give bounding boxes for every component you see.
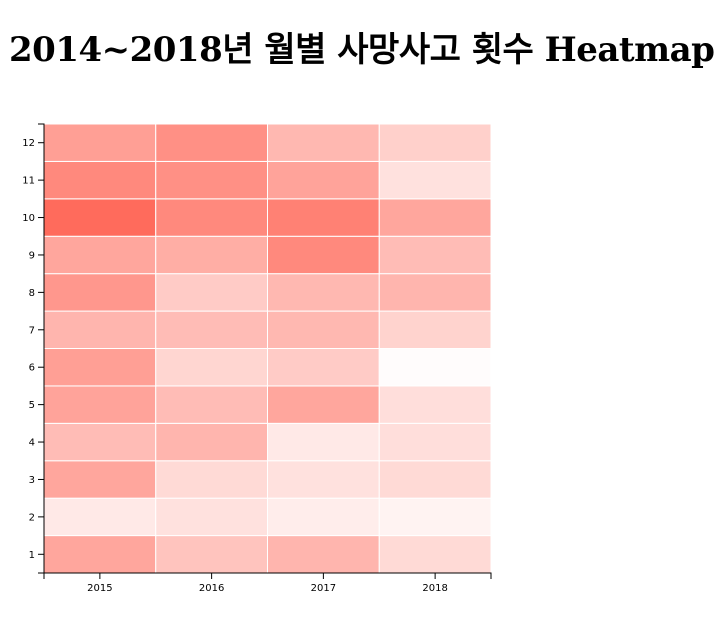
y-tick-label-11: 11 [22, 176, 35, 187]
heatmap-cell-2015-4 [43, 422, 157, 462]
y-tick-label-3: 3 [29, 475, 35, 486]
heatmap-cell-2016-12 [155, 123, 268, 162]
heatmap-cell-2017-8 [267, 273, 380, 312]
heatmap-cell-2017-12 [267, 123, 380, 162]
heatmap-cell-2016-4 [155, 422, 268, 462]
x-axis: 2015 2016 2017 2018 [43, 572, 492, 594]
chart-title: 2014~2018년 월별 사망사고 횟수 Heatmap [9, 30, 715, 70]
heatmap-cell-2016-5 [155, 385, 268, 424]
y-tick-label-5: 5 [29, 400, 35, 411]
heatmap-cell-2016-3 [155, 460, 268, 499]
x-tick-label-2016: 2016 [199, 583, 224, 594]
heatmap-cell-2017-9 [267, 235, 380, 275]
heatmap-cell-2018-12 [378, 123, 492, 162]
heatmap-cell-2015-9 [43, 235, 157, 275]
heatmap-cell-2018-5 [378, 385, 492, 424]
x-tick-label-2015: 2015 [87, 583, 112, 594]
heatmap-cell-2016-2 [155, 497, 268, 537]
heatmap-cell-2018-3 [378, 460, 492, 499]
heatmap-cell-2016-9 [155, 235, 268, 275]
heatmap-cell-2018-6 [378, 348, 492, 387]
heatmap-cell-2016-1 [155, 535, 268, 574]
y-tick-label-2: 2 [29, 512, 35, 523]
heatmap-cell-2016-8 [155, 273, 268, 312]
heatmap-cell-2018-7 [378, 310, 492, 350]
x-tick-label-2018: 2018 [422, 583, 447, 594]
heatmap-cell-2015-3 [43, 460, 157, 499]
heatmap-cell-2015-8 [43, 273, 157, 312]
heatmap-cell-2017-2 [267, 497, 380, 537]
heatmap-cell-2018-1 [378, 535, 492, 574]
heatmap-cell-2015-6 [43, 348, 157, 387]
heatmap-cell-2015-7 [43, 310, 157, 350]
heatmap-cells [43, 123, 492, 574]
y-tick-label-9: 9 [29, 250, 35, 261]
x-axis-line [43, 572, 492, 579]
y-tick-label-1: 1 [29, 550, 35, 561]
heatmap-cell-2015-11 [43, 160, 157, 200]
x-tick-label-2017: 2017 [311, 583, 336, 594]
heatmap-cell-2015-12 [43, 123, 157, 162]
y-tick-label-7: 7 [29, 325, 35, 336]
y-axis-line [38, 123, 45, 574]
heatmap-cell-2017-3 [267, 460, 380, 499]
heatmap-cell-2015-2 [43, 497, 157, 537]
heatmap-cell-2018-9 [378, 235, 492, 275]
heatmap-cell-2017-10 [267, 198, 380, 237]
heatmap-cell-2017-5 [267, 385, 380, 424]
y-tick-label-8: 8 [29, 288, 35, 299]
heatmap-cell-2017-6 [267, 348, 380, 387]
heatmap-cell-2015-10 [43, 198, 157, 237]
heatmap-cell-2017-1 [267, 535, 380, 574]
y-tick-label-10: 10 [22, 213, 35, 224]
heatmap-cell-2016-10 [155, 198, 268, 237]
heatmap-cell-2018-10 [378, 198, 492, 237]
heatmap-cell-2016-7 [155, 310, 268, 350]
heatmap-cell-2015-5 [43, 385, 157, 424]
heatmap-cell-2015-1 [43, 535, 157, 574]
heatmap-cell-2016-11 [155, 160, 268, 200]
heatmap-cell-2017-11 [267, 160, 380, 200]
heatmap-cell-2016-6 [155, 348, 268, 387]
y-tick-label-4: 4 [29, 438, 35, 449]
heatmap-cell-2017-7 [267, 310, 380, 350]
heatmap-cell-2017-4 [267, 422, 380, 462]
heatmap-cell-2018-8 [378, 273, 492, 312]
heatmap-cell-2018-2 [378, 497, 492, 537]
y-tick-label-6: 6 [29, 363, 35, 374]
y-tick-label-12: 12 [22, 138, 35, 149]
heatmap-cell-2018-11 [378, 160, 492, 200]
heatmap-cell-2018-4 [378, 422, 492, 462]
